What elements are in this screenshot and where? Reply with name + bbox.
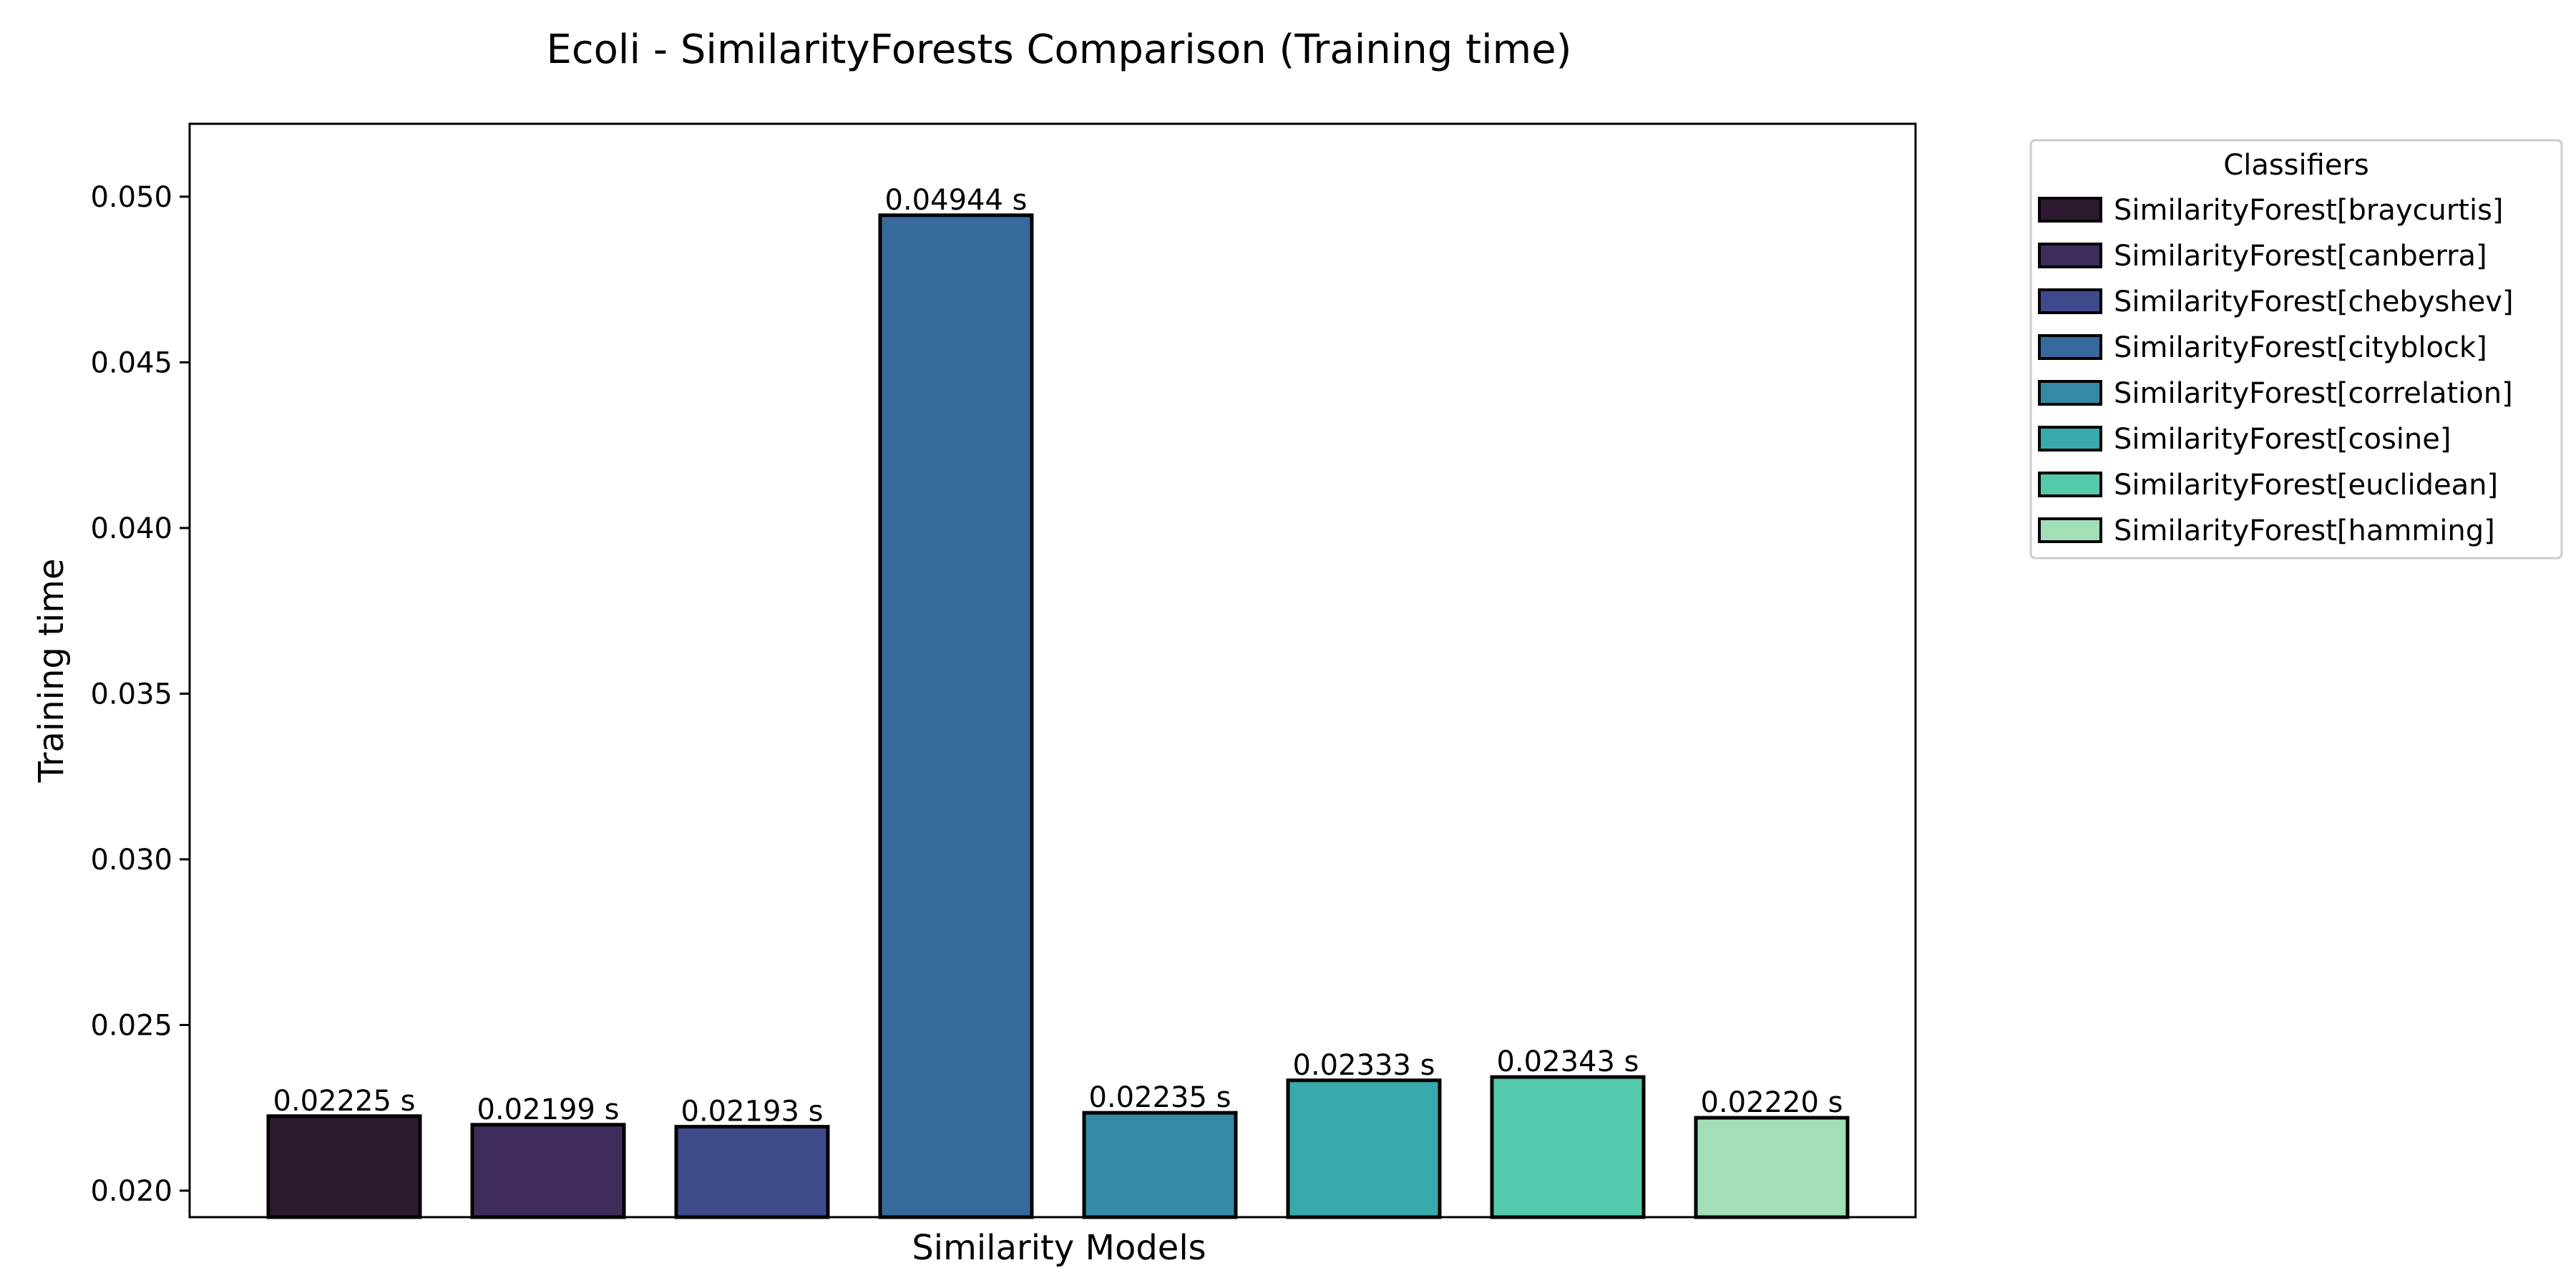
bar-value-label: 0.04944 s bbox=[885, 184, 1028, 217]
bar bbox=[1694, 1116, 1850, 1219]
legend-box bbox=[2029, 139, 2563, 560]
legend-entry-label: SimilarityForest[chebyshev] bbox=[2114, 286, 2514, 318]
bar bbox=[878, 213, 1034, 1219]
y-tick-label: 0.025 bbox=[90, 1009, 172, 1042]
legend-swatch bbox=[2038, 288, 2102, 314]
bar bbox=[674, 1125, 830, 1219]
legend-entry-label: SimilarityForest[cosine] bbox=[2114, 423, 2451, 456]
chart-title: Ecoli - SimilarityForests Comparison (Tr… bbox=[546, 26, 1571, 73]
y-tick-label: 0.030 bbox=[90, 844, 172, 877]
legend-swatch bbox=[2038, 517, 2102, 543]
legend-swatch bbox=[2038, 380, 2102, 406]
bar-value-label: 0.02225 s bbox=[273, 1085, 416, 1118]
legend-entry-label: SimilarityForest[hamming] bbox=[2114, 514, 2495, 547]
bar-value-label: 0.02220 s bbox=[1701, 1086, 1843, 1119]
legend-swatch bbox=[2038, 426, 2102, 452]
bar bbox=[266, 1114, 422, 1219]
y-axis-label: Training time bbox=[31, 558, 72, 783]
bar-value-label: 0.02193 s bbox=[681, 1096, 824, 1128]
bar bbox=[1490, 1075, 1646, 1219]
legend-swatch bbox=[2038, 472, 2102, 497]
bar bbox=[1286, 1078, 1442, 1219]
legend-entry-label: SimilarityForest[cityblock] bbox=[2114, 331, 2487, 364]
legend-entry-label: SimilarityForest[euclidean] bbox=[2114, 469, 2498, 502]
y-axis: 0.020 0.025 0.030 0.035 0.040 0.045 0.050 bbox=[90, 181, 190, 1208]
legend: Classifiers SimilarityForest[braycurtis]… bbox=[2029, 139, 2563, 560]
legend-entry-label: SimilarityForest[canberra] bbox=[2114, 240, 2487, 273]
x-axis-label: Similarity Models bbox=[912, 1228, 1206, 1268]
y-tick-label: 0.035 bbox=[90, 678, 172, 711]
legend-title: Classifiers bbox=[2223, 149, 2368, 182]
y-tick-label: 0.040 bbox=[90, 512, 172, 545]
legend-entry-label: SimilarityForest[correlation] bbox=[2114, 377, 2513, 410]
plot-frame bbox=[188, 122, 1917, 1219]
bar-value-label: 0.02235 s bbox=[1089, 1081, 1231, 1114]
plot-area: 0.02225 s 0.02199 s 0.02193 s 0.04944 s 0.02… bbox=[266, 184, 1850, 1219]
bar-value-label: 0.02199 s bbox=[477, 1093, 620, 1126]
legend-entry-label: SimilarityForest[braycurtis] bbox=[2114, 194, 2504, 227]
y-tick-label: 0.020 bbox=[90, 1175, 172, 1208]
bar bbox=[1082, 1111, 1238, 1219]
legend-swatch bbox=[2038, 197, 2102, 223]
y-tick-label: 0.050 bbox=[90, 181, 172, 214]
legend-items: SimilarityForest[braycurtis] SimilarityFo… bbox=[2038, 194, 2514, 547]
y-tick-label: 0.045 bbox=[90, 346, 172, 379]
legend-swatch bbox=[2038, 334, 2102, 360]
bar bbox=[470, 1123, 626, 1219]
legend-swatch bbox=[2038, 243, 2102, 268]
bar-value-label: 0.02343 s bbox=[1497, 1045, 1639, 1078]
bar-value-label: 0.02333 s bbox=[1293, 1049, 1435, 1082]
